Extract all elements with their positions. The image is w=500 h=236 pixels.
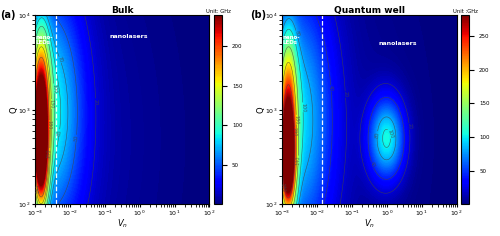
Text: 240: 240 xyxy=(292,127,298,137)
Text: 20: 20 xyxy=(342,91,348,98)
Title: Unit: GHz: Unit: GHz xyxy=(206,8,231,13)
Text: 20: 20 xyxy=(406,123,412,130)
Text: 20: 20 xyxy=(93,98,98,105)
Text: 180: 180 xyxy=(294,115,299,124)
Text: 130: 130 xyxy=(49,99,54,109)
Y-axis label: Q: Q xyxy=(9,107,18,113)
Text: 100: 100 xyxy=(386,129,394,139)
Text: 100: 100 xyxy=(300,102,306,112)
Title: Unit :GHz: Unit :GHz xyxy=(452,8,477,13)
Text: (b): (b) xyxy=(250,10,266,20)
Text: nanolasers: nanolasers xyxy=(378,41,416,46)
Text: 83: 83 xyxy=(56,129,62,136)
Text: 180: 180 xyxy=(279,182,285,192)
Text: 70: 70 xyxy=(33,15,40,22)
Text: 180: 180 xyxy=(46,120,52,130)
Text: 80: 80 xyxy=(294,30,300,38)
Text: 50: 50 xyxy=(74,135,79,141)
Text: 70: 70 xyxy=(57,56,64,63)
Y-axis label: Q: Q xyxy=(256,107,266,113)
Text: 150: 150 xyxy=(47,148,52,158)
Title: Bulk: Bulk xyxy=(111,6,134,15)
Text: (a): (a) xyxy=(0,10,16,20)
Title: Quantum well: Quantum well xyxy=(334,6,405,15)
Text: 140: 140 xyxy=(296,156,301,165)
X-axis label: $V_n$: $V_n$ xyxy=(364,218,375,230)
Text: nano-
LEDs: nano- LEDs xyxy=(282,35,300,45)
Text: 100: 100 xyxy=(51,84,57,93)
Text: 130: 130 xyxy=(32,184,38,194)
Text: 40: 40 xyxy=(328,85,334,92)
Text: nano-
LEDs: nano- LEDs xyxy=(36,35,53,45)
Text: 80: 80 xyxy=(374,131,380,138)
Text: nanolasers: nanolasers xyxy=(110,34,148,39)
Text: 40: 40 xyxy=(369,161,376,169)
X-axis label: $V_n$: $V_n$ xyxy=(116,218,128,230)
